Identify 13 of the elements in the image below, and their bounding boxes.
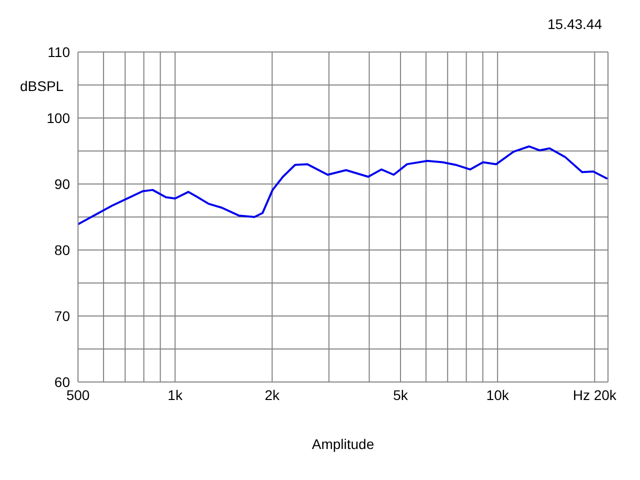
x-tick-label: 2k [264,386,281,403]
y-axis-title: dBSPL [20,78,64,94]
x-tick-label: Hz 20k [572,386,618,403]
y-tick-label: 80 [54,242,70,258]
y-tick-label: 90 [54,176,70,192]
y-tick-label: 70 [54,308,70,324]
x-tick-label: 10k [486,386,510,403]
y-tick-label: 110 [48,44,70,60]
y-tick-label: 100 [46,110,70,126]
x-tick-label: 1k [168,386,184,403]
text: 15.43.44 [548,16,602,32]
x-axis-title: Amplitude [310,436,376,452]
x-tick-label: 5k [393,386,409,403]
